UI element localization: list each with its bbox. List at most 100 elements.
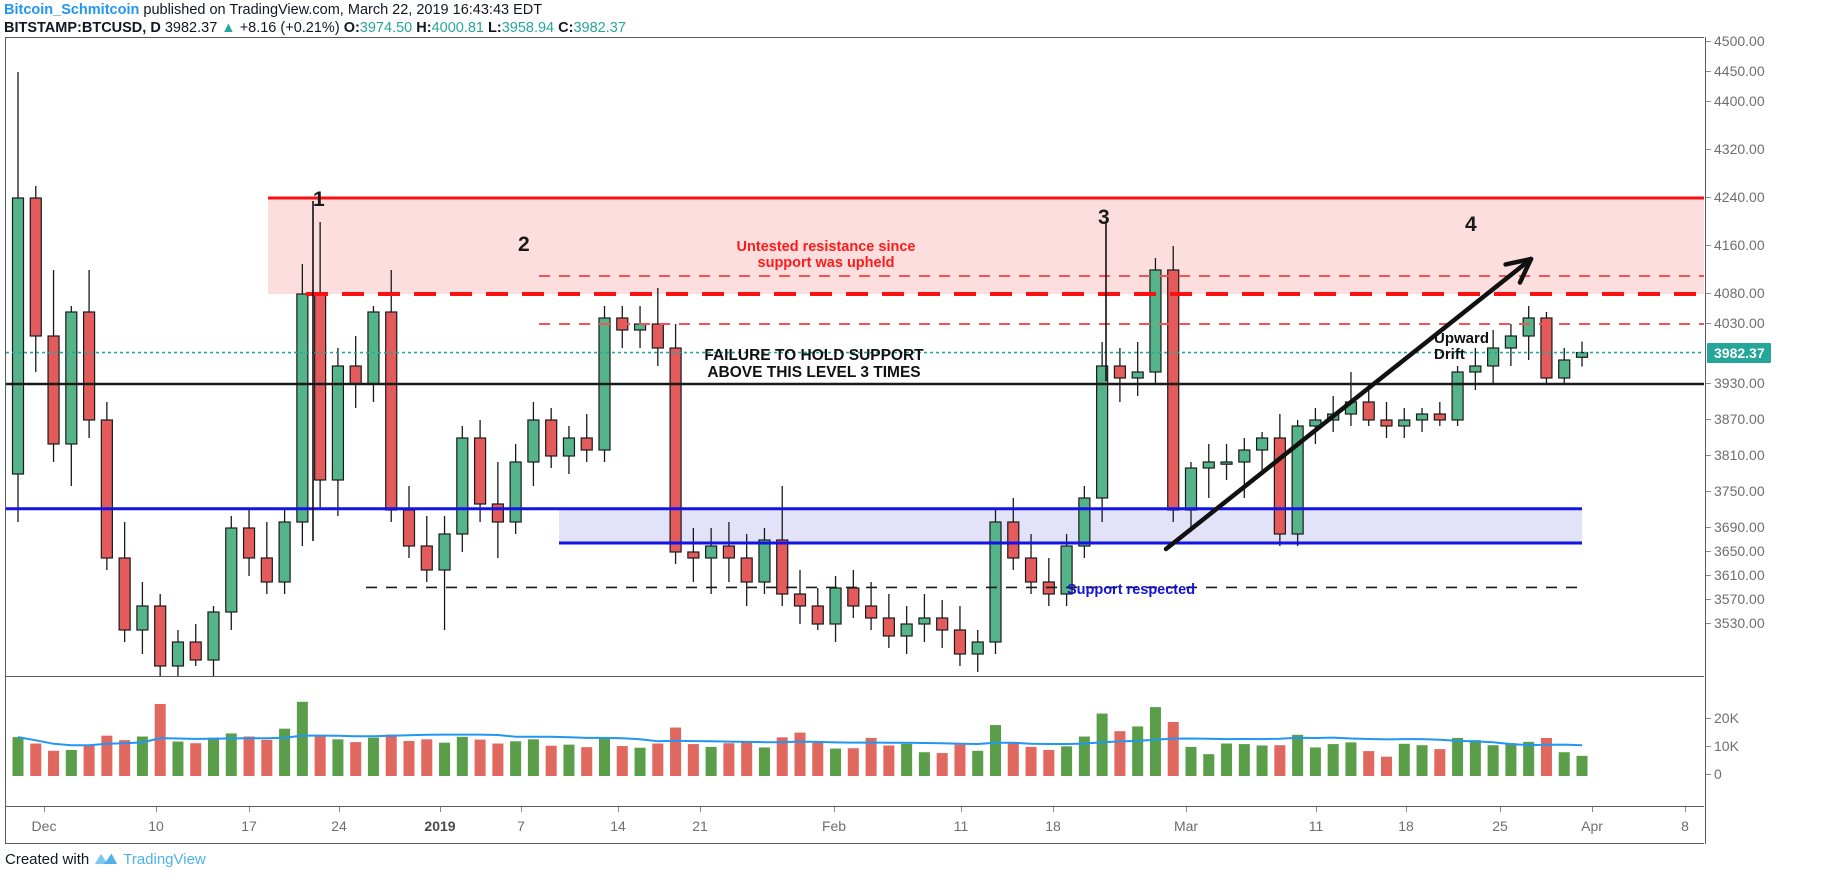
time-axis-tick-mark bbox=[44, 807, 45, 812]
candle bbox=[473, 437, 487, 505]
volume-bar bbox=[1274, 745, 1286, 776]
candle bbox=[562, 437, 576, 457]
volume-bar bbox=[367, 737, 379, 776]
volume-pane[interactable] bbox=[6, 676, 1771, 806]
candle bbox=[82, 311, 96, 421]
price-tick-label-tick-mark bbox=[1706, 575, 1711, 576]
volume-bar bbox=[918, 752, 930, 776]
price-tick-label: 4500.00 bbox=[1714, 33, 1765, 49]
high-value: 4000.81 bbox=[431, 20, 484, 36]
time-axis-tick-mark bbox=[618, 807, 619, 812]
volume-bar bbox=[1256, 745, 1268, 776]
candle bbox=[758, 539, 771, 583]
tradingview-brand-label[interactable]: TradingView bbox=[123, 851, 206, 868]
volume-bar bbox=[634, 747, 646, 776]
volume-series bbox=[12, 701, 1588, 776]
upward-drift-arrow bbox=[1163, 256, 1534, 552]
volume-bar bbox=[1416, 745, 1428, 776]
volume-tick-label-tick-mark bbox=[1706, 746, 1711, 747]
annotation-support-respected: Support respected bbox=[1066, 582, 1196, 598]
chart-header-publish-line: Bitcoin_Schmitcoin published on TradingV… bbox=[4, 2, 542, 18]
volume-bar bbox=[136, 736, 148, 776]
candle bbox=[509, 461, 522, 523]
volume-bar bbox=[527, 739, 539, 776]
volume-bar bbox=[989, 725, 1002, 776]
candle bbox=[882, 617, 895, 637]
volume-bar bbox=[741, 741, 753, 776]
candle bbox=[189, 641, 202, 661]
candle bbox=[1291, 425, 1304, 535]
chart-header-quote-line: BITSTAMP:BTCUSD, D 3982.37 ▲ +8.16 (+0.2… bbox=[4, 20, 626, 36]
annotation-num-4: 4 bbox=[1465, 213, 1477, 236]
candle bbox=[1415, 413, 1429, 421]
low-value: 3958.94 bbox=[501, 20, 555, 36]
candle bbox=[669, 347, 682, 553]
author-link[interactable]: Bitcoin_Schmitcoin bbox=[4, 2, 140, 18]
volume-bar bbox=[439, 742, 451, 776]
time-axis-tick-mark bbox=[1053, 807, 1054, 812]
volume-bar bbox=[865, 737, 877, 776]
volume-bar bbox=[776, 737, 788, 776]
time-axis-label: Mar bbox=[1173, 818, 1199, 834]
price-axis[interactable]: 4500.00 4450.00 4400.00 4320.00 4240.00 4160.… bbox=[1705, 33, 1825, 844]
volume-bar bbox=[332, 739, 344, 776]
time-axis-tick-mark bbox=[1685, 807, 1686, 812]
volume-bar bbox=[794, 732, 806, 776]
time-axis[interactable]: Dec101724201971421Feb1118Mar111825Apr815 bbox=[6, 806, 1784, 844]
time-axis-label: 25 bbox=[1492, 818, 1508, 834]
price-tick-label-tick-mark bbox=[1706, 491, 1711, 492]
candle bbox=[1558, 359, 1571, 379]
volume-bar bbox=[1380, 756, 1393, 776]
volume-bar bbox=[1114, 731, 1126, 776]
price-pane[interactable]: 1 2 3 4 Untested resistance since support wa… bbox=[6, 38, 1771, 676]
candle bbox=[1220, 461, 1233, 465]
volume-bar bbox=[1363, 751, 1375, 776]
candle bbox=[456, 437, 469, 535]
candle bbox=[29, 197, 42, 337]
candle bbox=[331, 365, 345, 481]
candle bbox=[491, 503, 504, 523]
price-tick-label: 4400.00 bbox=[1714, 93, 1765, 109]
current-price-badge[interactable]: 3982.37 bbox=[1707, 343, 1771, 363]
price-change: +8.16 (+0.21%) bbox=[239, 20, 340, 36]
volume-bar bbox=[225, 733, 237, 776]
candle bbox=[1504, 335, 1518, 349]
candle bbox=[811, 605, 824, 625]
volume-bar bbox=[1221, 743, 1233, 776]
low-label: L: bbox=[488, 20, 502, 36]
volume-tick-label: 20K bbox=[1714, 710, 1739, 726]
volume-bar bbox=[1167, 721, 1179, 776]
candle bbox=[527, 419, 540, 463]
candle bbox=[1202, 461, 1215, 469]
resistance-zone bbox=[268, 198, 1711, 294]
volume-tick-label-tick-mark bbox=[1706, 718, 1711, 719]
chart-frame[interactable]: 1 2 3 4 Untested resistance since support wa… bbox=[5, 37, 1784, 844]
close-label: C: bbox=[558, 20, 574, 36]
price-tick-label: 3530.00 bbox=[1714, 615, 1765, 631]
candle bbox=[1149, 269, 1162, 373]
candle bbox=[65, 311, 78, 445]
volume-bar bbox=[1452, 737, 1464, 776]
volume-bar bbox=[687, 744, 699, 776]
volume-bar bbox=[350, 742, 362, 776]
volume-bar bbox=[670, 727, 682, 776]
candle bbox=[1433, 413, 1446, 421]
candle bbox=[385, 311, 398, 511]
annotation-failure-to-hold: FAILURE TO HOLD SUPPORT ABOVE THIS LEVEL… bbox=[704, 347, 924, 382]
price-tick-label-tick-mark bbox=[1706, 71, 1711, 72]
volume-plot bbox=[12, 701, 1588, 776]
candle bbox=[900, 623, 913, 637]
candle bbox=[296, 293, 309, 523]
price-tick-label: 3690.00 bbox=[1714, 519, 1765, 535]
candle bbox=[1451, 371, 1464, 421]
price-tick-label: 3930.00 bbox=[1714, 375, 1765, 391]
candle bbox=[580, 437, 593, 451]
volume-bar bbox=[207, 737, 220, 776]
candle bbox=[722, 545, 736, 559]
time-axis-label: 18 bbox=[1045, 818, 1061, 834]
volume-bar bbox=[563, 744, 575, 776]
volume-bar bbox=[598, 737, 611, 776]
candle bbox=[793, 593, 807, 607]
symbol-label[interactable]: BITSTAMP:BTCUSD, D bbox=[4, 20, 161, 36]
